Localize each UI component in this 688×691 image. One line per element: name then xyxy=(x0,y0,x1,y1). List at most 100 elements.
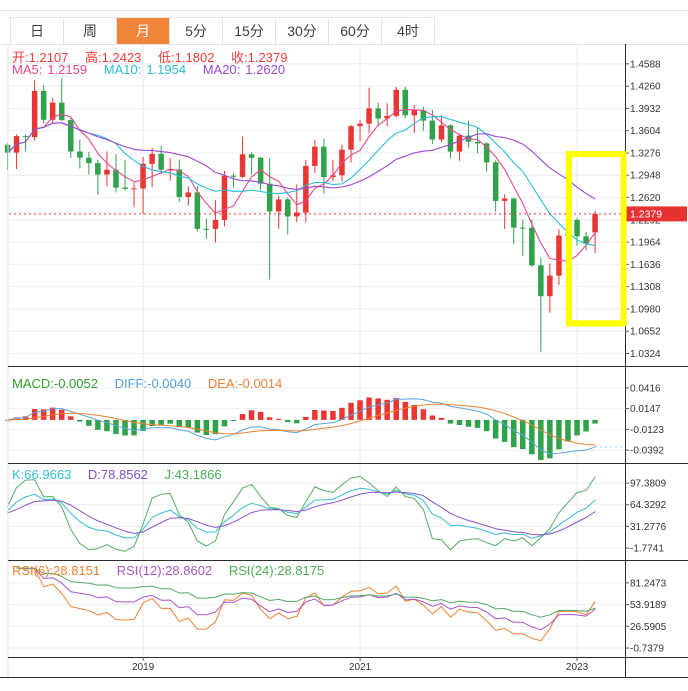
candle xyxy=(221,175,228,220)
j-value: J:43.1866 xyxy=(164,467,222,482)
candle xyxy=(547,275,553,297)
rsi-readout: RSI(6):28.8151 RSI(12):28.8602 RSI(24):2… xyxy=(12,563,337,578)
kdj-readout: K:66.9663 D:78.8562 J:43.1866 xyxy=(12,467,235,482)
y-axis-label: 1.1636 xyxy=(630,260,661,271)
y-axis-label: 53.9189 xyxy=(630,600,667,611)
y-axis-label: 1.0324 xyxy=(630,349,661,360)
tab-day[interactable]: 日 xyxy=(11,18,64,44)
macd-bar xyxy=(511,419,517,448)
macd-bar xyxy=(149,419,155,426)
candle xyxy=(194,192,201,229)
macd-bar xyxy=(592,419,598,424)
macd-readout: MACD:-0.0052 DIFF:-0.0040 DEA:-0.0014 xyxy=(12,376,295,391)
macd-bar xyxy=(438,417,445,420)
y-axis-label: 1.4260 xyxy=(630,82,661,93)
candle xyxy=(402,89,408,116)
macd-bar xyxy=(330,410,336,420)
y-axis-label: 1.0980 xyxy=(630,304,661,315)
candle xyxy=(592,213,598,233)
rsi6-value: RSI(6):28.8151 xyxy=(12,563,101,578)
chart-top-border xyxy=(0,44,688,45)
macd-bar xyxy=(104,419,110,432)
macd-bar xyxy=(49,407,56,420)
ma-lines xyxy=(6,109,596,262)
macd-bar xyxy=(348,402,354,420)
macd-bar xyxy=(239,414,246,420)
macd-bar xyxy=(357,400,363,420)
candle xyxy=(31,90,38,138)
tab-month[interactable]: 月 xyxy=(117,18,170,44)
candle xyxy=(22,136,29,138)
macd-bar xyxy=(429,415,436,420)
macd-bar xyxy=(538,419,544,461)
highlight-rectangle xyxy=(565,151,627,327)
macd-bar xyxy=(529,419,535,455)
macd-bar xyxy=(59,409,65,420)
candle xyxy=(104,169,110,175)
y-axis-label: -0.0123 xyxy=(630,425,664,436)
candle xyxy=(574,219,580,237)
high-value: 高:1.2423 xyxy=(85,50,142,65)
top-divider xyxy=(0,10,688,11)
macd-bar xyxy=(312,410,318,420)
y-axis-label: 1.0652 xyxy=(630,327,661,338)
kdj-panel xyxy=(7,476,596,552)
candle xyxy=(40,90,47,120)
candle xyxy=(357,123,363,127)
candle xyxy=(583,236,589,244)
y-axis-label: 0.0416 xyxy=(630,383,661,394)
panel-borders xyxy=(0,44,688,678)
diff-value: DIFF:-0.0040 xyxy=(114,376,192,391)
macd-bar xyxy=(257,412,264,420)
candle xyxy=(538,265,544,297)
macd-bar xyxy=(140,419,146,431)
y-axis-label: 1.2948 xyxy=(630,171,661,182)
dea-value: DEA:-0.0014 xyxy=(207,376,283,391)
candle xyxy=(113,169,119,188)
tab-4hour[interactable]: 4时 xyxy=(397,23,419,39)
candle xyxy=(49,102,56,120)
macd-bar xyxy=(275,418,282,420)
y-axis-label: 64.3292 xyxy=(630,500,667,511)
candle xyxy=(86,157,92,164)
candle xyxy=(420,110,427,121)
y-axis-label: 1.1964 xyxy=(630,238,661,249)
macd-bar xyxy=(339,407,345,420)
ma5-value: MA5: 1.2159 xyxy=(12,62,88,77)
macd-bar xyxy=(113,419,119,435)
tab-15min[interactable]: 15分 xyxy=(223,18,276,44)
tab-week[interactable]: 周 xyxy=(64,18,117,44)
macd-bar xyxy=(456,419,463,425)
axis-labels: 1.4588 1.4260 1.3932 1.3604 1.3276 1.2948 1.26… xyxy=(625,59,667,655)
candle xyxy=(285,199,291,217)
macd-bar xyxy=(86,419,92,426)
ma20-value: MA20: 1.2620 xyxy=(202,62,286,77)
candle xyxy=(212,219,219,229)
macd-bar xyxy=(474,419,481,428)
candle xyxy=(393,89,399,116)
timeframe-tabbar: 日 周 月 5分 15分 30分 60分 4时 xyxy=(10,17,435,45)
candle xyxy=(438,125,445,140)
tab-5min[interactable]: 5分 xyxy=(170,18,223,44)
macd-bar xyxy=(574,419,580,436)
macd-bar xyxy=(131,419,137,436)
candle xyxy=(176,169,182,197)
candle xyxy=(348,126,354,150)
candle xyxy=(140,163,146,189)
price-badge xyxy=(626,206,687,222)
macd-bar xyxy=(248,410,255,420)
macd-bar xyxy=(492,419,499,439)
y-axis-label: 31.2776 xyxy=(630,522,667,533)
rsi-panel xyxy=(16,567,596,642)
close-value: 收:1.2379 xyxy=(231,50,288,65)
macd-bar xyxy=(122,419,128,436)
macd-bar xyxy=(447,419,454,424)
macd-bar xyxy=(31,409,38,420)
y-axis-label: 81.2473 xyxy=(630,578,667,589)
tab-30min[interactable]: 30分 xyxy=(276,18,329,44)
candle xyxy=(131,188,137,190)
macd-bar xyxy=(411,404,417,420)
macd-bar xyxy=(167,419,173,424)
macd-bar xyxy=(402,402,408,420)
tab-60min[interactable]: 60分 xyxy=(329,18,382,44)
